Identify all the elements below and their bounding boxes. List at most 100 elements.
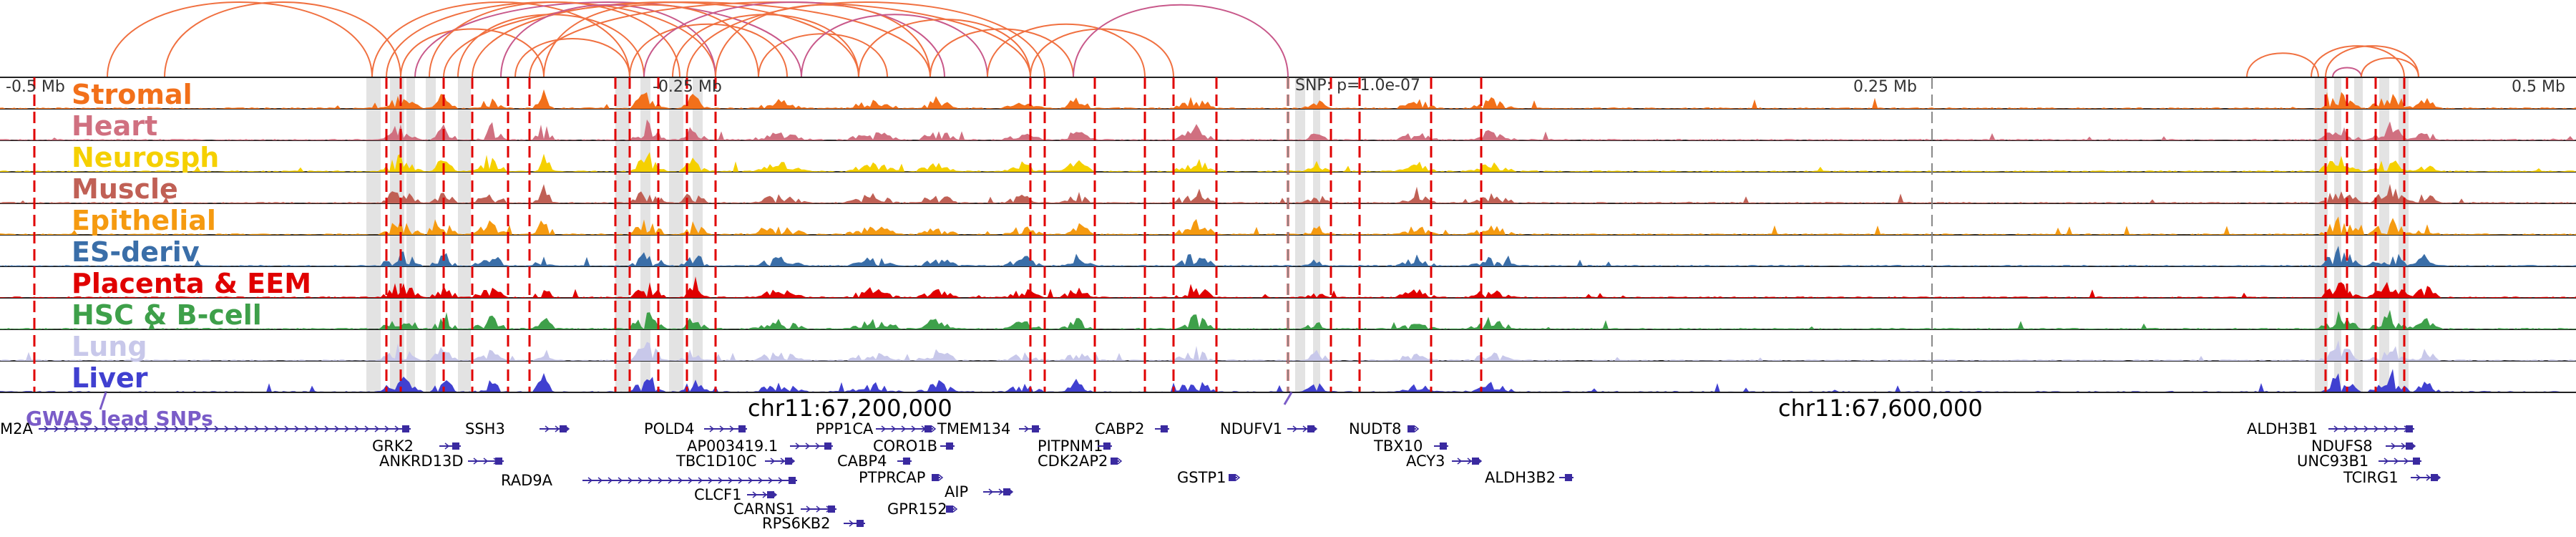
- strand-arrow: [314, 425, 320, 432]
- interaction-arc: [2325, 45, 2419, 78]
- exon-block: [495, 458, 502, 465]
- strand-arrow: [1292, 425, 1298, 432]
- gene-label: TMEM134: [937, 420, 1010, 437]
- strand-arrow: [618, 477, 623, 484]
- scale-left-label: -0.5 Mb: [6, 78, 65, 96]
- exon-block: [932, 474, 939, 481]
- strand-arrow: [1457, 458, 1463, 465]
- strand-arrow: [752, 491, 758, 498]
- exon-block: [924, 425, 932, 432]
- gene-label: GSTP1: [1177, 469, 1226, 486]
- gene-label: POLD4: [644, 420, 694, 437]
- interaction-arc: [543, 4, 759, 78]
- gene-label: TBX10: [1373, 437, 1423, 455]
- track-label: Heart: [72, 110, 157, 142]
- exon-block: [452, 442, 459, 450]
- track-label: Lung: [72, 331, 147, 362]
- strand-arrow: [64, 425, 69, 432]
- strand-arrow: [816, 505, 821, 513]
- interaction-arc: [715, 4, 931, 78]
- strand-arrow: [911, 425, 917, 432]
- strand-arrow: [597, 477, 603, 484]
- strand-arrow: [849, 520, 854, 527]
- exon-block: [2413, 458, 2420, 465]
- exon-block: [1161, 425, 1168, 432]
- exon-block: [946, 442, 953, 450]
- strand-arrow: [2391, 442, 2396, 450]
- gene-label: RAD9A: [501, 472, 553, 489]
- strand-arrow: [2343, 425, 2349, 432]
- interaction-arc: [371, 1, 630, 78]
- track-label: Neurosph: [72, 142, 219, 173]
- gene-label: ACY3: [1406, 453, 1445, 470]
- interaction-arc: [107, 1, 373, 78]
- strand-arrow: [184, 425, 190, 432]
- interaction-arc: [2361, 57, 2419, 78]
- strand-arrow: [778, 477, 784, 484]
- strand-arrow: [214, 425, 220, 432]
- strand-arrow: [154, 425, 160, 432]
- exon-block: [789, 477, 796, 484]
- strand-arrow: [988, 488, 994, 495]
- strand-arrow: [795, 442, 801, 450]
- strand-arrow: [2426, 474, 2431, 481]
- exon-block: [1472, 458, 1479, 465]
- interaction-arc: [858, 19, 1031, 78]
- strand-arrow: [881, 425, 887, 432]
- interaction-arc: [801, 14, 988, 78]
- strand-arrow: [1467, 458, 1473, 465]
- interaction-arc: [414, 1, 802, 78]
- coordinate-right: chr11:67,600,000: [1778, 395, 1983, 422]
- strand-arrow: [364, 425, 370, 432]
- strand-arrow: [555, 425, 560, 432]
- strand-arrow: [758, 477, 763, 484]
- strand-arrow: [54, 425, 59, 432]
- strand-arrow: [394, 425, 400, 432]
- strand-arrow: [224, 425, 230, 432]
- gene-label: NUDT8: [1349, 420, 1401, 437]
- strand-arrow: [1235, 474, 1241, 481]
- exon-block: [824, 442, 831, 450]
- exon-block: [828, 505, 835, 513]
- strand-arrow: [2384, 458, 2389, 465]
- interaction-arc: [514, 38, 630, 78]
- interaction-arc: [400, 28, 545, 78]
- gene-label: ALDH3B1: [2247, 420, 2318, 437]
- strand-arrow: [709, 425, 715, 432]
- snp-marker-lines: [33, 77, 2406, 392]
- exon-block: [1307, 425, 1314, 432]
- strand-arrow: [304, 425, 310, 432]
- exon-block: [1229, 474, 1236, 481]
- strand-arrow: [931, 425, 937, 432]
- interaction-arc: [457, 14, 645, 78]
- exon-block: [738, 425, 746, 432]
- interaction-arc: [930, 28, 1074, 78]
- scale-left-mid-label: -0.25 Mb: [653, 78, 722, 96]
- strand-arrow: [134, 425, 140, 432]
- interaction-arc: [686, 1, 1045, 78]
- exon-block: [903, 458, 910, 465]
- gene-label: CLCF1: [694, 486, 741, 503]
- strand-arrow: [2373, 425, 2379, 432]
- gene-label: RPS6KB2: [762, 515, 830, 532]
- strand-arrow: [780, 458, 786, 465]
- track-label: Muscle: [72, 173, 178, 205]
- exon-block: [1032, 425, 1039, 432]
- gene-label: TCIRG1: [2343, 469, 2399, 486]
- coordinate-left: chr11:67,200,000: [748, 395, 952, 422]
- gene-label: PTPRCAP: [859, 469, 925, 486]
- strand-arrow: [805, 442, 811, 450]
- snp-pointer: [1283, 392, 1293, 405]
- strand-arrow: [668, 477, 673, 484]
- exon-block: [402, 425, 409, 432]
- gene-label: CABP4: [837, 453, 887, 470]
- strand-arrow: [718, 477, 723, 484]
- strand-arrow: [194, 425, 200, 432]
- strand-arrow: [2404, 458, 2409, 465]
- interaction-arcs: [107, 1, 2419, 78]
- exon-block: [2431, 474, 2438, 481]
- strand-arrow: [164, 425, 170, 432]
- gene-label: CABP2: [1095, 420, 1144, 437]
- interaction-arc: [643, 1, 945, 78]
- strand-arrow: [473, 458, 479, 465]
